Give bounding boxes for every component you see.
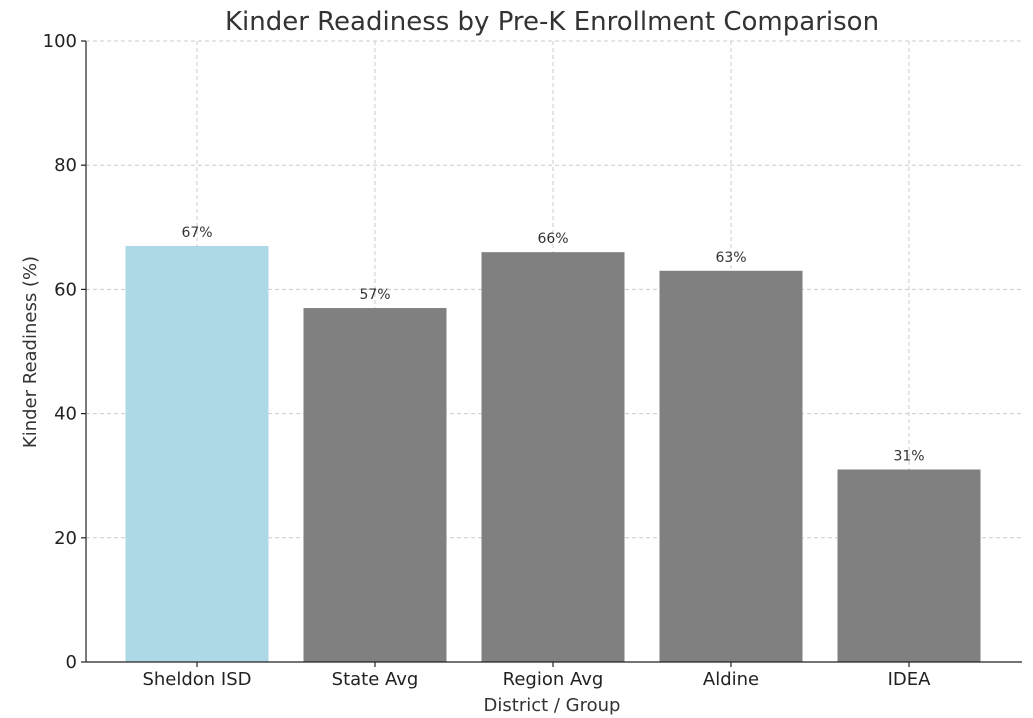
tick-layer: 0 20 40 60 80 100 Sheldon ISD State Avg Region A…	[43, 31, 931, 690]
y-tick-label: 100	[43, 31, 77, 52]
bar	[659, 270, 803, 662]
bar	[481, 252, 625, 662]
bar-value-label: 31%	[893, 448, 924, 464]
x-tick-label: IDEA	[888, 669, 932, 690]
chart-title: Kinder Readiness by Pre-K Enrollment Com…	[225, 7, 879, 37]
bar	[837, 469, 981, 662]
x-axis-label: District / Group	[484, 695, 621, 716]
y-tick-label: 0	[66, 652, 77, 673]
x-tick-label: State Avg	[332, 669, 419, 690]
x-tick-label: Region Avg	[503, 669, 604, 690]
bar-value-label: 66%	[537, 231, 568, 247]
bar-value-label: 63%	[715, 250, 746, 266]
bar	[303, 308, 447, 662]
x-tick-label: Sheldon ISD	[142, 669, 251, 690]
y-axis-label: Kinder Readiness (%)	[20, 256, 41, 448]
y-tick-label: 80	[54, 155, 77, 176]
axis-layer	[85, 41, 1022, 663]
bar	[125, 245, 269, 662]
bar-value-label: 57%	[359, 287, 390, 303]
bar-layer: 67% 57% 66% 63% 31%	[125, 225, 981, 662]
x-tick-label: Aldine	[703, 669, 759, 690]
y-tick-label: 40	[54, 404, 77, 425]
bar-value-label: 67%	[181, 225, 212, 241]
y-tick-label: 60	[54, 279, 77, 300]
y-tick-label: 20	[54, 528, 77, 549]
